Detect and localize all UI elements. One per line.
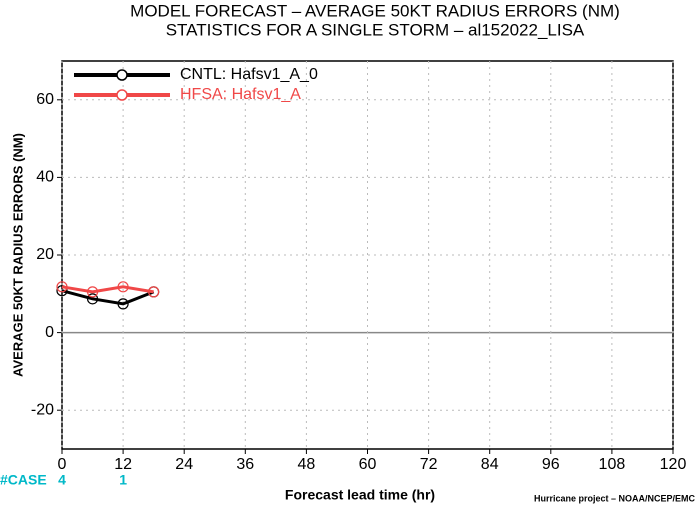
footer: Hurricane project – NOAA/NCEP/EMC [534, 493, 696, 503]
case-count: 1 [119, 472, 127, 488]
y-tick-label: -20 [31, 401, 54, 418]
x-tick-label: 24 [175, 456, 193, 473]
y-axis-label: AVERAGE 50KT RADIUS ERRORS (NM) [10, 133, 25, 377]
data-point [117, 281, 129, 293]
legend-marker [116, 89, 128, 101]
y-tick-label: 40 [36, 169, 54, 186]
x-tick-label: 60 [359, 456, 377, 473]
chart-subtitle: STATISTICS FOR A SINGLE STORM – al152022… [166, 20, 585, 39]
data-point [86, 286, 99, 298]
x-tick-label: 12 [114, 456, 132, 473]
data-point [148, 286, 160, 298]
x-tick-label: 108 [599, 456, 626, 473]
x-tick-label: 84 [481, 456, 499, 473]
x-tick-label: 48 [298, 456, 316, 473]
legend-label: HFSA: Hafsv1_A [180, 86, 301, 103]
x-axis-label: Forecast lead time (hr) [285, 487, 435, 503]
series-line [61, 285, 154, 294]
x-tick-label: 72 [420, 456, 438, 473]
legend-marker [116, 69, 128, 81]
case-label: #CASE [0, 472, 47, 488]
data-point [117, 298, 129, 310]
data-point [56, 281, 68, 293]
y-tick-label: 20 [36, 246, 54, 263]
data-point [56, 285, 68, 297]
legend-label: CNTL: Hafsv1_A_0 [180, 66, 318, 83]
y-tick-label: 0 [45, 324, 54, 341]
y-tick-label: 60 [36, 91, 54, 108]
series-line [61, 289, 155, 306]
chart-title: MODEL FORECAST – AVERAGE 50KT RADIUS ERR… [130, 1, 620, 20]
x-tick-label: 96 [542, 456, 560, 473]
x-tick-label: 0 [58, 456, 67, 473]
x-tick-label: 120 [660, 456, 687, 473]
case-count: 4 [58, 472, 66, 488]
data-point [86, 293, 99, 305]
x-tick-label: 36 [236, 456, 254, 473]
